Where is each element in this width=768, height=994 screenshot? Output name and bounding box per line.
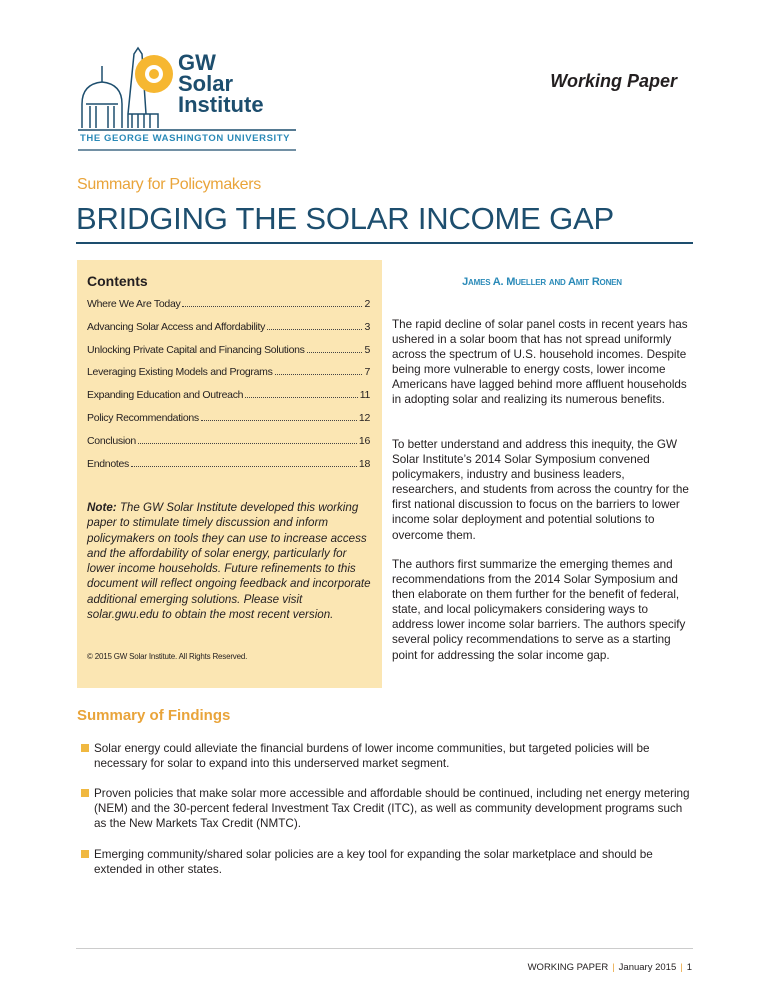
toc-leader: [182, 298, 363, 307]
logo-line: Institute: [178, 92, 264, 117]
toc-label: Policy Recommendations: [87, 412, 199, 424]
copyright: © 2015 GW Solar Institute. All Rights Re…: [87, 652, 248, 661]
finding-item: Solar energy could alleviate the financi…: [81, 741, 694, 771]
finding-text: Solar energy could alleviate the financi…: [94, 742, 650, 771]
toc-entry[interactable]: Expanding Education and Outreach 11: [87, 389, 370, 401]
toc-entry[interactable]: Policy Recommendations 12: [87, 412, 370, 424]
subtitle: Summary for Policymakers: [77, 176, 261, 193]
toc-leader: [245, 389, 358, 399]
toc-page: 11: [359, 389, 371, 402]
toc-entry[interactable]: Leveraging Existing Models and Programs 7: [87, 366, 370, 378]
finding-item: Proven policies that make solar more acc…: [81, 786, 694, 831]
findings-heading: Summary of Findings: [77, 707, 231, 724]
note-label: Note:: [87, 501, 117, 514]
toc-label: Unlocking Private Capital and Financing …: [87, 343, 305, 356]
logo-university: THE GEORGE WASHINGTON UNIVERSITY: [80, 133, 291, 144]
authors: James A. Mueller and Amit Ronen: [462, 276, 622, 288]
working-paper-label: Working Paper: [550, 71, 677, 91]
finding-text: Emerging community/shared solar policies…: [94, 848, 653, 877]
contents-box: Contents Where We Are Today 2 Advancing So…: [77, 260, 382, 688]
toc-leader: [137, 435, 357, 444]
toc-page: 5: [364, 343, 370, 356]
toc-label: Where We Are Today: [87, 298, 181, 310]
toc-leader: [130, 458, 357, 467]
title-divider: [76, 242, 693, 244]
toc-page: 12: [358, 412, 370, 424]
toc-leader: [267, 321, 363, 330]
toc-label: Leveraging Existing Models and Programs: [87, 366, 273, 379]
paragraph: To better understand and address this in…: [392, 438, 689, 542]
toc-label: Conclusion: [87, 434, 136, 447]
toc-leader: [200, 412, 357, 421]
gw-solar-institute-logo: GW Solar Institute THE GEORGE WASHINGTON…: [76, 44, 298, 154]
toc-entry[interactable]: Endnotes 18: [87, 458, 370, 470]
note: Note: The GW Solar Institute developed t…: [87, 500, 372, 622]
bullet-square-icon: [81, 744, 89, 752]
toc-page: 2: [364, 298, 370, 310]
paragraph: The authors first summarize the emerging…: [392, 558, 686, 662]
bullet-square-icon: [81, 789, 89, 797]
toc-leader: [306, 344, 363, 353]
toc-label: Expanding Education and Outreach: [87, 389, 244, 402]
toc-entry[interactable]: Where We Are Today 2: [87, 298, 370, 310]
toc-label: Advancing Solar Access and Affordability: [87, 320, 266, 333]
paragraph: The rapid decline of solar panel costs i…: [392, 318, 688, 407]
footer-divider: [76, 948, 693, 949]
logo-wordmark: GW Solar Institute: [178, 50, 264, 117]
bullet-square-icon: [81, 850, 89, 858]
toc-page: 16: [358, 434, 370, 447]
page-number: 1: [686, 962, 692, 973]
toc-entry[interactable]: Advancing Solar Access and Affordability…: [87, 321, 370, 333]
note-text: The GW Solar Institute developed this wo…: [87, 501, 371, 622]
logo-line: GW: [178, 50, 216, 75]
contents-heading: Contents: [87, 273, 148, 289]
page-title: BRIDGING THE SOLAR INCOME GAP: [76, 201, 614, 236]
footer-label: WORKING PAPER: [527, 962, 609, 973]
toc-entry[interactable]: Conclusion 16: [87, 435, 370, 447]
footer: WORKING PAPER | January 2015 | 1: [527, 962, 692, 973]
toc-label: Endnotes: [87, 457, 129, 470]
footer-date: January 2015: [618, 962, 677, 973]
finding-item: Emerging community/shared solar policies…: [81, 847, 694, 877]
toc-page: 3: [364, 320, 370, 333]
finding-text: Proven policies that make solar more acc…: [94, 787, 690, 831]
toc-page: 7: [364, 366, 370, 379]
toc-page: 18: [358, 457, 370, 470]
logo-graphic-icon: [78, 46, 296, 151]
toc-leader: [274, 366, 363, 376]
toc-entry[interactable]: Unlocking Private Capital and Financing …: [87, 344, 370, 356]
logo-line: Solar: [178, 71, 234, 96]
